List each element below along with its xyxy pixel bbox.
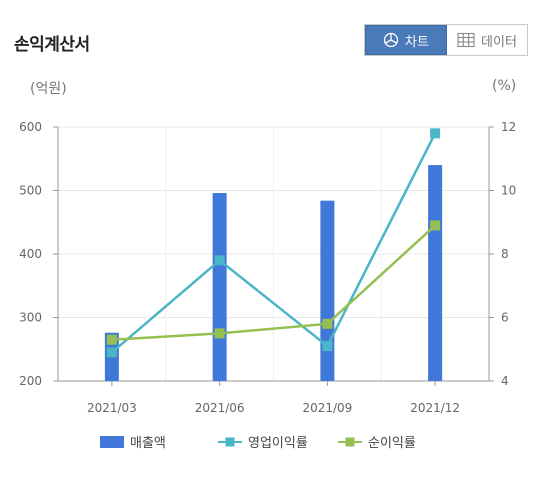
right-axis-unit: (%)	[492, 78, 517, 94]
legend-label-net-margin: 순이익률	[368, 436, 416, 451]
y-left-tick-label: 500	[19, 184, 42, 198]
table-icon	[457, 32, 475, 48]
y-right-tick-label: 12	[501, 120, 516, 134]
bar-sales	[320, 200, 335, 381]
page-title: 손익계산서	[14, 35, 90, 55]
point-operating-margin	[106, 347, 117, 358]
x-tick-label: 2021/03	[87, 401, 137, 415]
line-marker-icon	[218, 437, 242, 446]
legend-label-operating-margin: 영업이익률	[248, 436, 308, 451]
y-left-tick-label: 200	[19, 374, 42, 388]
point-operating-margin	[214, 255, 225, 266]
y-right-tick-label: 6	[501, 311, 509, 325]
chart-tab-label: 차트	[405, 34, 429, 50]
y-left-tick-label: 300	[19, 311, 42, 325]
x-tick-label: 2021/12	[410, 401, 460, 415]
legend-item-operating-margin[interactable]: 영업이익률	[218, 432, 308, 451]
data-tab-button[interactable]: 데이터	[447, 25, 527, 55]
bar-sales	[212, 193, 227, 381]
y-left-tick-label: 600	[19, 120, 42, 134]
data-tab-label: 데이터	[481, 34, 517, 50]
legend-label-sales: 매출액	[130, 436, 166, 451]
line-operating-margin	[111, 132, 437, 354]
point-operating-margin	[322, 341, 333, 352]
y-left-tick-label: 400	[19, 247, 42, 261]
x-tick-label: 2021/06	[195, 401, 245, 415]
bar-swatch-icon	[100, 435, 124, 448]
line-net-margin	[111, 224, 436, 341]
chart-tab-button[interactable]: 차트	[365, 25, 447, 55]
legend-item-sales[interactable]: 매출액	[100, 432, 166, 451]
point-net-margin	[106, 334, 117, 345]
point-net-margin	[214, 328, 225, 339]
y-right-tick-label: 10	[501, 184, 516, 198]
legend: 매출액 영업이익률 순이익률	[0, 432, 540, 452]
point-net-margin	[322, 318, 333, 329]
left-axis-unit: (억원)	[30, 81, 67, 97]
legend-item-net-margin[interactable]: 순이익률	[338, 432, 416, 451]
point-net-margin	[430, 220, 441, 231]
pie-chart-icon	[383, 32, 399, 48]
bar-sales	[428, 165, 443, 381]
y-right-tick-label: 4	[501, 374, 509, 388]
line-marker-icon	[338, 437, 362, 446]
view-toggle: 차트 데이터	[364, 24, 528, 56]
x-tick-label: 2021/09	[302, 401, 352, 415]
point-operating-margin	[430, 128, 441, 139]
y-right-tick-label: 8	[501, 247, 509, 261]
